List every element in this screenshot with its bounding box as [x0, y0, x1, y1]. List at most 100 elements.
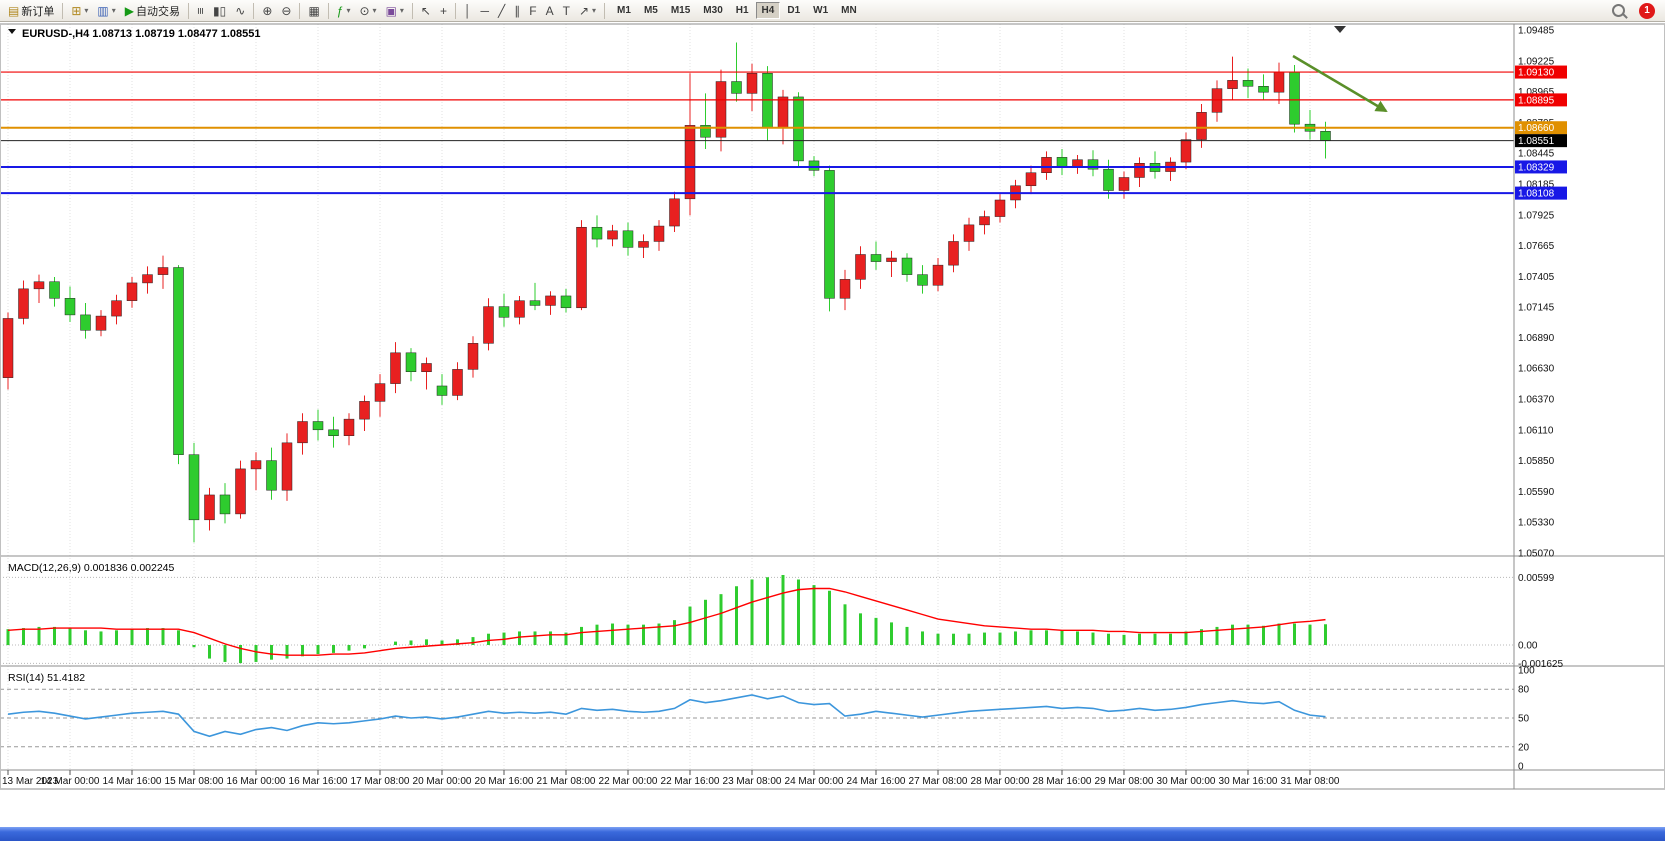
svg-text:1.05070: 1.05070 — [1518, 549, 1555, 560]
profiles-button[interactable]: ▥ ▾ — [93, 1, 119, 20]
chart-shift-marker[interactable] — [1334, 26, 1346, 33]
chevron-down-icon: ▾ — [111, 6, 116, 15]
svg-text:14 Mar 16:00: 14 Mar 16:00 — [103, 776, 162, 787]
fibonacci-button[interactable]: F — [525, 1, 540, 20]
channel-button[interactable]: ∥ — [510, 1, 524, 20]
candle — [514, 295, 525, 325]
zoom-out-button[interactable]: ⊖ — [277, 1, 295, 20]
price-tag-1.08329: 1.08329 — [1515, 160, 1567, 174]
candle — [824, 165, 835, 312]
text-button[interactable]: A — [542, 1, 558, 20]
svg-text:1.06890: 1.06890 — [1518, 333, 1555, 344]
search-icon[interactable] — [1608, 2, 1628, 20]
price-axis[interactable]: 1.094851.092251.089651.087051.084451.081… — [1515, 26, 1567, 773]
autotrading-label: 自动交易 — [136, 5, 181, 18]
svg-text:0.00599: 0.00599 — [1518, 573, 1555, 584]
macd-signal-line — [7, 587, 1326, 656]
svg-text:1.07405: 1.07405 — [1518, 272, 1555, 283]
indicators-icon: ƒ — [336, 3, 344, 18]
candle — [793, 92, 804, 169]
candle — [591, 215, 603, 248]
candle — [870, 241, 882, 270]
svg-text:1.06630: 1.06630 — [1518, 364, 1555, 375]
svg-text:28 Mar 00:00: 28 Mar 00:00 — [971, 776, 1030, 787]
toolbar-separator — [188, 2, 190, 19]
svg-text:1.09130: 1.09130 — [1518, 68, 1555, 79]
channel-icon: ∥ — [514, 3, 521, 18]
timeframe-button-m30[interactable]: M30 — [697, 2, 728, 19]
chart-canvas[interactable]: 1.094851.092251.089651.087051.084451.081… — [0, 22, 1665, 790]
new-chart-button[interactable]: ⊞ ▾ — [67, 1, 92, 20]
new-order-button[interactable]: ▤ 新订单 — [4, 1, 58, 20]
periods-button[interactable]: ⊙ ▾ — [355, 1, 380, 20]
rsi-label: RSI(14) 51.4182 — [8, 672, 85, 684]
candle — [2, 312, 14, 390]
autotrading-button[interactable]: ▶ 自动交易 — [121, 1, 184, 20]
candle — [1087, 150, 1099, 177]
svg-text:27 Mar 08:00: 27 Mar 08:00 — [909, 776, 968, 787]
candle — [638, 234, 649, 259]
tile-windows-icon: ▦ — [308, 3, 320, 18]
timeframe-button-h4[interactable]: H4 — [755, 2, 781, 19]
bar-chart-icon: ≡ — [193, 6, 208, 15]
svg-text:23 Mar 08:00: 23 Mar 08:00 — [723, 776, 782, 787]
timeframe-button-m15[interactable]: M15 — [665, 2, 696, 19]
timeframe-button-mn[interactable]: MN — [835, 2, 863, 19]
candle — [467, 336, 479, 378]
candle — [684, 73, 696, 216]
timeframe-button-w1[interactable]: W1 — [807, 2, 834, 19]
arrow-object-icon: ↗ — [578, 3, 590, 18]
timeframe-toolbar: M1 M5 M15 M30 H1 H4 D1 W1 MN — [611, 2, 863, 19]
candle — [250, 452, 262, 491]
svg-text:24 Mar 16:00: 24 Mar 16:00 — [847, 776, 906, 787]
notification-badge[interactable]: 1 — [1639, 2, 1655, 19]
template-icon: ▣ — [385, 3, 397, 18]
candle — [111, 294, 122, 325]
svg-text:1.06370: 1.06370 — [1518, 395, 1555, 406]
timeframe-button-m1[interactable]: M1 — [611, 2, 637, 19]
candle — [126, 276, 138, 308]
vertical-line-button[interactable]: │ — [460, 1, 476, 20]
candle — [498, 293, 510, 327]
candle — [622, 222, 634, 256]
arrows-button[interactable]: ↗ ▾ — [575, 1, 600, 20]
chevron-down-icon: ▾ — [399, 6, 404, 15]
text-label-button[interactable]: T — [559, 1, 574, 20]
candlestick-chart-icon: ▮▯ — [213, 3, 227, 18]
new-order-label: 新订单 — [21, 5, 55, 18]
trendline-button[interactable]: ╱ — [494, 1, 509, 20]
svg-text:20: 20 — [1518, 742, 1530, 753]
candle — [33, 274, 45, 304]
new-order-icon: ▤ — [8, 3, 20, 18]
candle — [963, 217, 975, 251]
candle — [281, 433, 293, 501]
level-lines-layer[interactable] — [0, 71, 1514, 195]
svg-text:1.08329: 1.08329 — [1518, 162, 1555, 173]
candle — [328, 416, 339, 448]
templates-button[interactable]: ▣ ▾ — [382, 1, 408, 20]
zoom-in-button[interactable]: ⊕ — [258, 1, 276, 20]
crosshair-button[interactable]: + — [436, 1, 451, 20]
candle — [1227, 56, 1238, 101]
candle — [219, 483, 231, 524]
horizontal-line-button[interactable]: ─ — [477, 1, 494, 20]
svg-text:14 Mar 00:00: 14 Mar 00:00 — [41, 776, 100, 787]
cursor-button[interactable]: ↖ — [417, 1, 435, 20]
candlestick-chart-button[interactable]: ▮▯ — [209, 1, 230, 20]
timeframe-button-d1[interactable]: D1 — [781, 2, 806, 19]
arrow-annotation[interactable] — [1292, 54, 1388, 113]
svg-text:21 Mar 08:00: 21 Mar 08:00 — [537, 776, 596, 787]
svg-text:1.08965: 1.08965 — [1518, 87, 1555, 98]
timeframe-button-m5[interactable]: M5 — [638, 2, 664, 19]
indicators-button[interactable]: ƒ ▾ — [333, 1, 355, 20]
toolbar-separator — [62, 2, 64, 19]
candle — [452, 362, 463, 401]
svg-text:22 Mar 00:00: 22 Mar 00:00 — [599, 776, 658, 787]
bar-chart-button[interactable]: ≡ — [193, 1, 208, 20]
svg-text:1.08551: 1.08551 — [1518, 136, 1555, 147]
timeframe-button-h1[interactable]: H1 — [730, 2, 755, 19]
tile-windows-button[interactable]: ▦ — [304, 1, 323, 20]
line-chart-button[interactable]: ∿ — [231, 1, 249, 20]
toolbar-separator — [455, 2, 456, 19]
